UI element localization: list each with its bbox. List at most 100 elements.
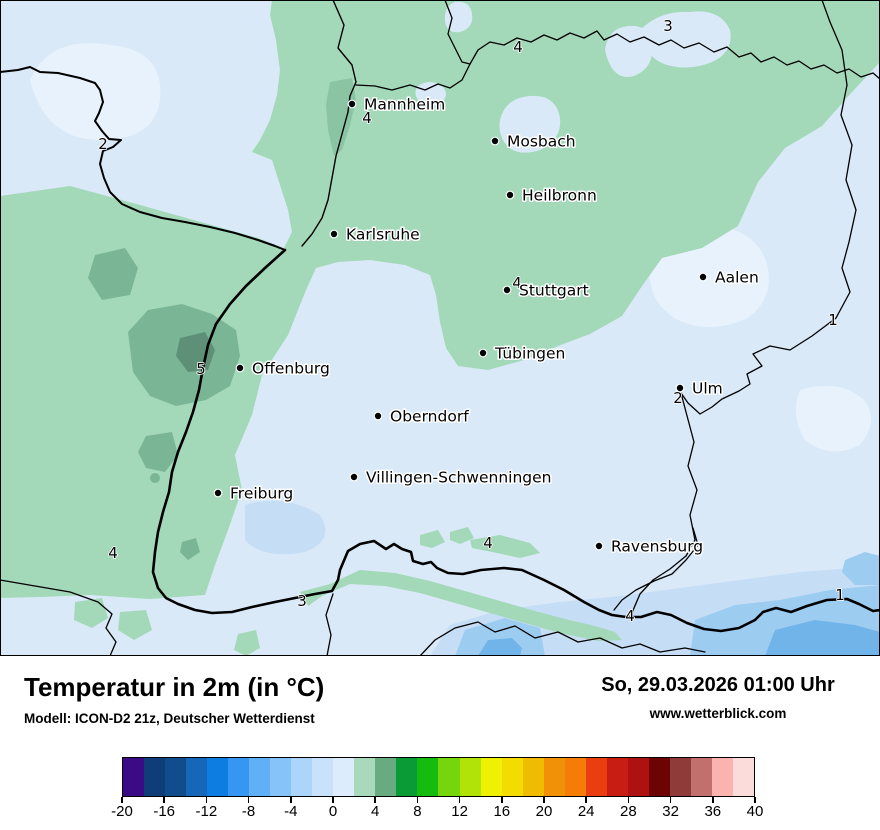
colorbar-segment [459,758,481,796]
south-green-band [74,55,812,656]
colorbar-segment [543,758,565,796]
city-label: Mannheim [364,96,445,114]
colorbar-segment [123,758,145,796]
district-border-sw [0,579,117,657]
city-label: Ulm [692,380,723,398]
model-info: Modell: ICON-D2 21z, Deutscher Wetterdie… [24,711,315,726]
temperature-contour-label: 4 [513,38,523,56]
colorbar-segment [375,758,397,796]
temperature-contour-label: 2 [673,389,683,407]
page-title: Temperatur in 2m (in °C) [24,672,325,702]
colorbar-tick [374,797,376,803]
district-border-s1 [325,593,334,657]
colorbar-tick-label: 36 [704,803,722,820]
weather-map: 3 4 2 4 4 1 5 2 4 3 4 4 1 Mannheim Mosbach Heilbronn Kar… [0,0,880,657]
temperature-map-canvas: 3 4 2 4 4 1 5 2 4 3 4 4 1 Mannheim Mosbach Heilbronn Kar… [0,0,880,657]
colorbar-tick [121,797,123,803]
colorbar-segment [354,758,376,796]
colorbar-tick [247,797,250,803]
colorbar-segment [606,758,628,796]
city-label: Offenburg [252,360,330,378]
colorbar-tick [458,797,461,803]
header-right-block: So, 29.03.2026 01:00 Uhr www.wetterblick… [578,656,858,721]
temperature-contour-label: 1 [835,586,845,604]
colorbar-segment [480,758,502,796]
colorbar-tick-label: 20 [535,803,553,820]
colorbar-segment [144,758,166,796]
temperature-contour-label: 1 [828,311,838,329]
city-marker [698,272,708,282]
colorbar-tick [543,797,545,803]
colorbar-tick [712,797,714,803]
city-marker [347,99,357,109]
city-marker [478,348,488,358]
colorbar-segment [669,758,691,796]
colorbar-segment [585,758,607,796]
city-marker [594,541,604,551]
city-label: Freiburg [230,485,293,503]
colorbar-tick-label: 4 [371,803,380,820]
colorbar-segment [438,758,460,796]
city-marker [505,190,515,200]
national-border-rhine-swiss [151,248,880,633]
state-border-north [355,30,880,91]
temperature-contour-label: 5 [196,360,206,378]
colorbar-segment [711,758,733,796]
district-border-s2 [419,621,706,657]
colorbar-segment [228,758,250,796]
city-marker [235,363,245,373]
temperature-colorbar: -20 -16 -12 -8 -4 0 4 8 12 16 20 24 28 32 36 40 [111,757,763,820]
colorbar-tick-label: 12 [451,803,468,820]
state-border-west [301,0,357,247]
city-marker [329,229,339,239]
green-region-main [0,0,880,599]
city-marker [675,383,685,393]
colorbar-tick-label: -8 [241,803,256,820]
city-label: Ravensburg [611,538,703,556]
city-marker [213,488,223,498]
temperature-contour-label: 4 [512,274,522,292]
colorbar-tick [163,797,165,803]
colorbar-track [122,757,755,797]
colorbar-tick-label: 8 [413,803,422,820]
colorbar-tick-label: 24 [577,803,595,820]
colorbar-tick-label: 16 [493,803,511,820]
city-label: Aalen [715,269,759,287]
city-marker [502,285,512,295]
city-label: Stuttgart [519,282,589,300]
colorbar-segment [690,758,712,796]
colorbar-tick [585,797,587,803]
temperature-contour-label: 3 [663,17,673,35]
colorbar-segment [564,758,586,796]
district-border-ravensburg [613,527,699,611]
colorbar-tick-label: -4 [284,803,298,820]
city-layer: 3 4 2 4 4 1 5 2 4 3 4 4 1 Mannheim Mosbach Heilbronn Kar… [97,16,845,626]
colorbar-segment [249,758,271,796]
colorbar-segment [165,758,187,796]
colorbar-tick [416,797,419,803]
city-label: Tübingen [494,345,565,363]
colorbar-segment [417,758,439,796]
colorbar-segment [291,758,313,796]
colorbar-tick-label: 0 [328,803,338,820]
map-header: Temperatur in 2m (in °C) Modell: ICON-D2… [0,656,880,756]
colorbar-tick-label: 28 [620,803,637,820]
temperature-contour-label: 4 [625,607,635,625]
colorbar-tick [501,797,503,803]
city-marker [490,136,500,146]
colorbar-tick [290,797,292,803]
city-label: Oberndorf [390,408,469,426]
colorbar-segment [648,758,670,796]
city-label: Karlsruhe [346,226,420,244]
mid-blue-patch [245,500,326,555]
colorbar-tick [627,797,630,803]
state-border-north-stub [444,0,471,65]
city-label: Villingen-Schwenningen [366,469,551,487]
temperature-contour-label: 3 [297,592,307,610]
valid-time: So, 29.03.2026 01:00 Uhr [601,674,835,696]
national-border-france [0,66,286,251]
colorbar-tick-label: 40 [746,803,764,820]
colorbar-segment [396,758,418,796]
colorbar-segment [186,758,208,796]
colorbar-tick-label: -20 [111,803,133,820]
